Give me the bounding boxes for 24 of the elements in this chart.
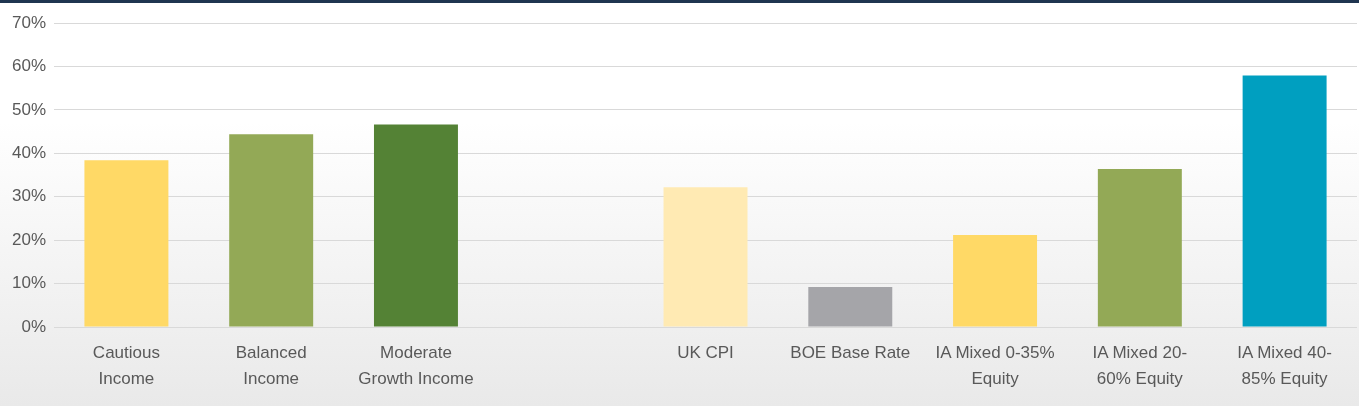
- bar: [229, 134, 314, 327]
- bar: [808, 287, 893, 327]
- y-tick-label: 0%: [21, 316, 47, 336]
- bar: [663, 187, 748, 327]
- x-tick-label: IA Mixed 20-60% Equity: [1092, 343, 1188, 388]
- y-tick-label: 10%: [11, 273, 47, 293]
- y-tick-label: 50%: [11, 99, 47, 119]
- bar: [953, 234, 1038, 327]
- y-tick-label: 20%: [11, 229, 47, 249]
- y-tick-label: 70%: [11, 12, 47, 32]
- x-tick-label: UK CPI: [677, 343, 734, 363]
- bar: [1097, 168, 1182, 327]
- bar: [373, 124, 458, 327]
- y-tick-label: 40%: [11, 142, 47, 162]
- bar: [84, 160, 169, 327]
- y-tick-label: 60%: [11, 56, 47, 76]
- x-tick-label: Moderate Growth Income: [358, 343, 474, 388]
- x-tick-label: IA Mixed 40-85% Equity: [1237, 343, 1332, 388]
- x-tick-label: BOE Base Rate: [790, 343, 911, 363]
- y-tick-label: 30%: [11, 186, 47, 206]
- x-tick-label: Cautious Income: [92, 343, 160, 388]
- x-tick-label: IA Mixed 0-35% Equity: [935, 343, 1055, 388]
- x-tick-label: Balanced Income: [235, 343, 307, 388]
- bar: [1242, 75, 1327, 327]
